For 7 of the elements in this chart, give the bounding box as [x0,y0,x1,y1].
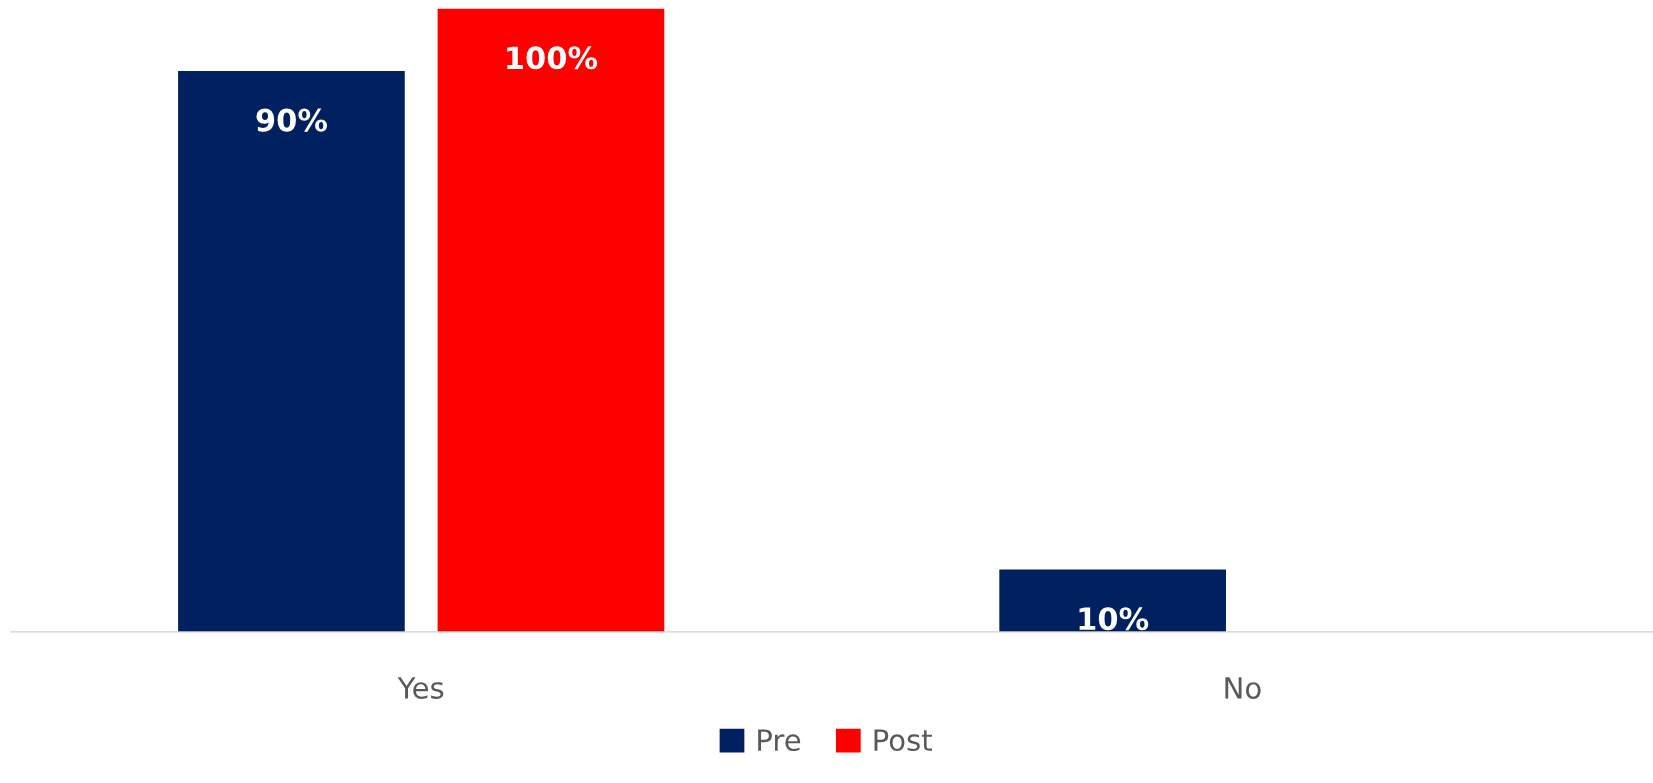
data-label: 90% [256,108,328,132]
x-tick-label: Yes [397,677,444,699]
legend-label: Post [874,729,932,752]
data-label: 100% [507,46,598,70]
legend-label: Pre [758,729,801,752]
x-tick-label: No [1225,677,1261,699]
data-label: 10% [1079,607,1149,631]
